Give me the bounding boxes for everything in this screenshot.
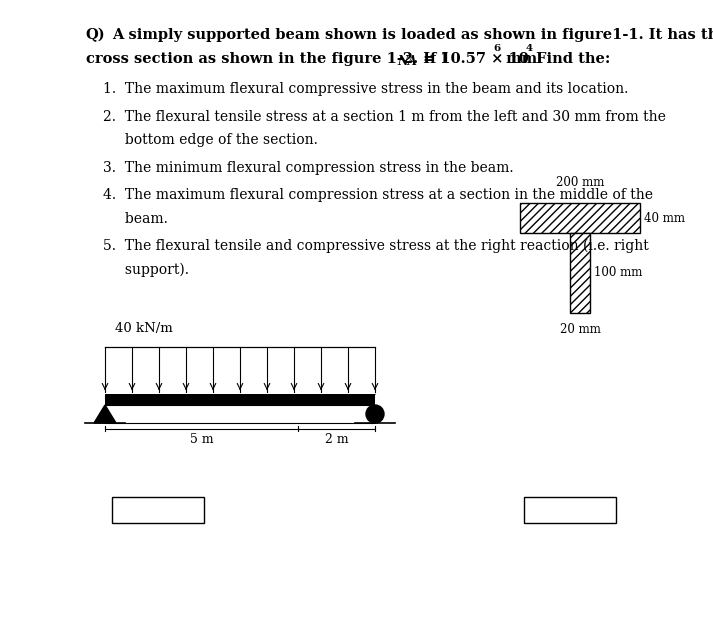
Text: = 10.57 × 10: = 10.57 × 10 bbox=[418, 52, 528, 65]
Text: 4.  The maximum flexural compression stress at a section in the middle of the: 4. The maximum flexural compression stre… bbox=[103, 188, 653, 202]
Bar bbox=[105, 394, 375, 405]
Bar bbox=[520, 203, 640, 233]
Text: 200 mm: 200 mm bbox=[556, 176, 604, 189]
Polygon shape bbox=[94, 405, 116, 423]
Text: 5 m: 5 m bbox=[190, 433, 213, 446]
Text: 20 mm: 20 mm bbox=[560, 323, 600, 336]
Bar bbox=[105, 405, 375, 423]
Text: 4: 4 bbox=[525, 44, 533, 53]
Text: 5.  The flexural tensile and compressive stress at the right reaction (i.e. righ: 5. The flexural tensile and compressive … bbox=[103, 239, 649, 253]
Text: 2.  The flexural tensile stress at a section 1 m from the left and 30 mm from th: 2. The flexural tensile stress at a sect… bbox=[103, 110, 666, 124]
Text: Figure 1-2: Figure 1-2 bbox=[537, 503, 603, 516]
Text: 1.  The maximum flexural compressive stress in the beam and its location.: 1. The maximum flexural compressive stre… bbox=[103, 82, 629, 97]
Text: bottom edge of the section.: bottom edge of the section. bbox=[103, 133, 318, 148]
Text: mm: mm bbox=[501, 52, 537, 65]
Bar bbox=[112, 497, 204, 523]
Text: support).: support). bbox=[103, 262, 190, 277]
Text: Find the:: Find the: bbox=[531, 52, 610, 65]
Text: 6: 6 bbox=[493, 44, 501, 53]
Text: 100 mm: 100 mm bbox=[594, 267, 642, 280]
Bar bbox=[570, 233, 590, 313]
Bar bbox=[524, 497, 616, 523]
Text: cross section as shown in the figure 1-2. If I: cross section as shown in the figure 1-2… bbox=[86, 52, 448, 65]
Text: 3.  The minimum flexural compression stress in the beam.: 3. The minimum flexural compression stre… bbox=[103, 161, 514, 174]
Text: Q): Q) bbox=[86, 28, 106, 42]
Text: 40 mm: 40 mm bbox=[644, 211, 685, 224]
Text: NA: NA bbox=[397, 55, 417, 69]
Text: 2 m: 2 m bbox=[324, 433, 348, 446]
Text: A simply supported beam shown is loaded as shown in figure1-1. It has the: A simply supported beam shown is loaded … bbox=[112, 28, 713, 42]
Text: Figure 1-1: Figure 1-1 bbox=[125, 503, 191, 516]
Circle shape bbox=[366, 405, 384, 423]
Text: beam.: beam. bbox=[103, 212, 168, 226]
Text: 40 kN/m: 40 kN/m bbox=[115, 322, 173, 335]
